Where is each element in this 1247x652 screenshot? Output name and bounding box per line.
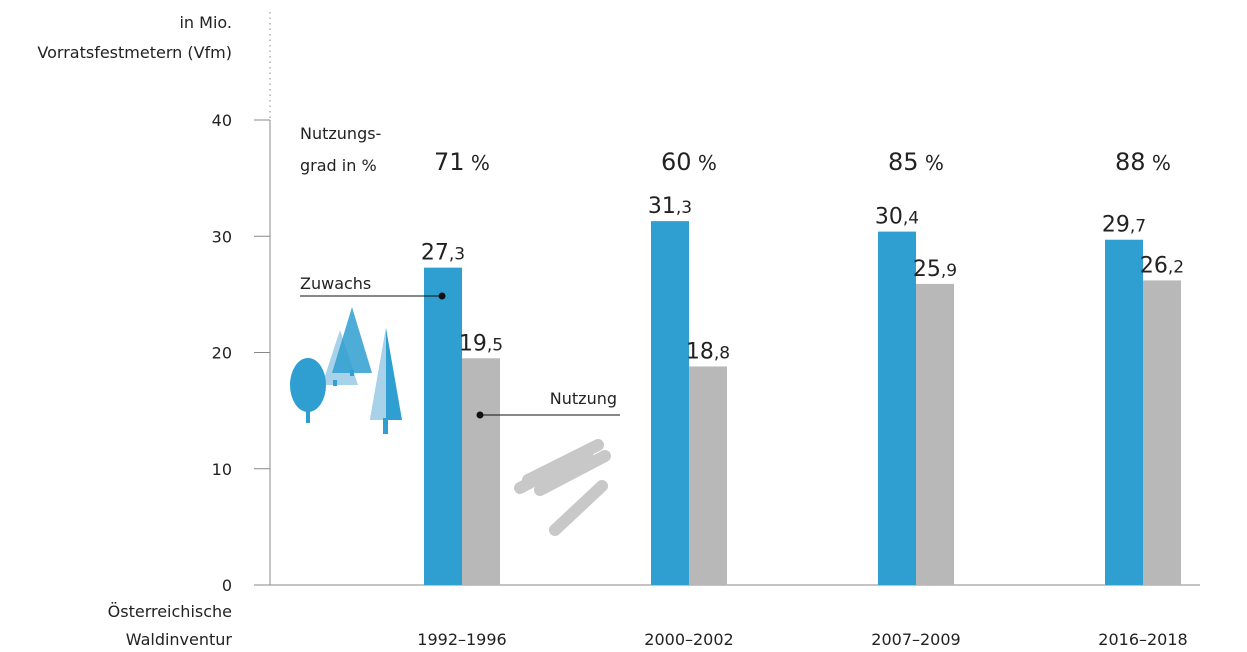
bar (878, 231, 916, 585)
x-tick-label: 1992–1996 (417, 630, 506, 649)
x-axis-title: Österreichische (108, 602, 232, 621)
usage-label: Nutzungs- (300, 124, 381, 143)
tree-icons (290, 307, 402, 434)
value-label: 31,3 (648, 194, 692, 219)
bar (424, 267, 462, 585)
bar (462, 358, 500, 585)
y-axis-title: Vorratsfestmetern (Vfm) (37, 43, 232, 62)
bar (689, 366, 727, 585)
x-axis-title: Waldinventur (126, 630, 233, 649)
value-label: 26,2 (1140, 253, 1184, 278)
y-tick-label: 0 (222, 576, 232, 595)
usage-label: grad in % (300, 156, 377, 175)
x-tick-label: 2000–2002 (644, 630, 733, 649)
legend-label: Nutzung (550, 389, 617, 408)
usage-value: 85 % (888, 148, 944, 176)
value-label: 27,3 (421, 241, 465, 266)
y-axis-title: in Mio. (179, 13, 232, 32)
bar (1105, 239, 1143, 586)
bar (1143, 280, 1181, 585)
x-tick-label: 2016–2018 (1098, 630, 1187, 649)
usage-value: 88 % (1115, 148, 1171, 176)
value-label: 19,5 (459, 331, 503, 356)
y-tick-label: 30 (212, 227, 232, 246)
value-label: 25,9 (913, 257, 957, 282)
bar (651, 221, 689, 585)
y-tick-label: 40 (212, 111, 232, 130)
usage-value: 60 % (661, 148, 717, 176)
log-icons (514, 439, 611, 536)
usage-value: 71 % (434, 148, 490, 176)
value-label: 29,7 (1102, 213, 1146, 238)
y-tick-label: 10 (212, 460, 232, 479)
legend-dot (438, 292, 446, 300)
value-label: 18,8 (686, 339, 730, 364)
y-tick-label: 20 (212, 344, 232, 363)
value-label: 30,4 (875, 205, 919, 230)
legend-label: Zuwachs (300, 274, 371, 293)
bar (916, 283, 954, 585)
x-tick-label: 2007–2009 (871, 630, 960, 649)
legend-dot (476, 411, 484, 419)
